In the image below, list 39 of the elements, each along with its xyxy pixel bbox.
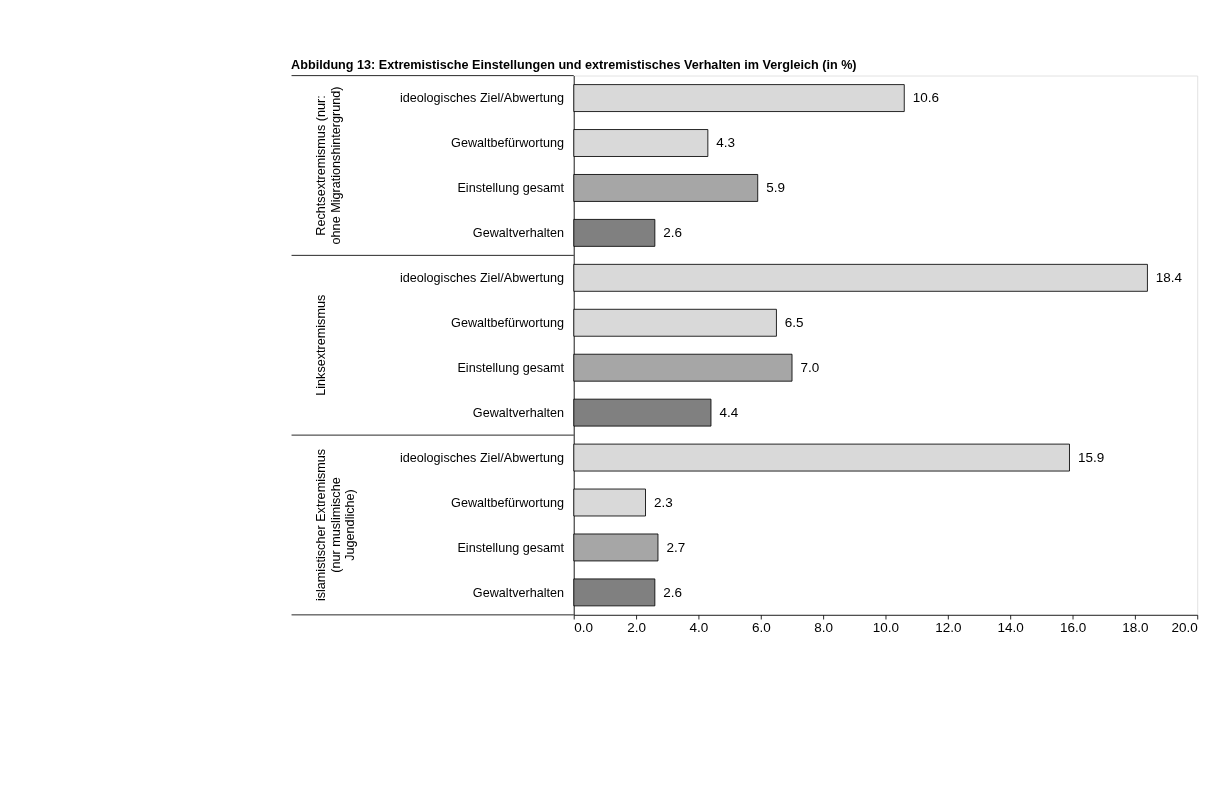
data-label: 18.4 (1155, 270, 1183, 286)
data-label: 5.9 (766, 180, 785, 196)
text: Rechtsextremismus (nur: ohne Migrationshintergrund) (314, 86, 343, 245)
x-tick-label: 20.0 (1171, 620, 1198, 636)
y-tick-label: Einstellung gesamt (457, 540, 565, 555)
y-tick-label: Gewaltbefürwortung (451, 136, 565, 151)
y-tick-label: ideologisches Ziel/Abwertung (399, 91, 565, 106)
x-tick-label: 16.0 (1059, 620, 1087, 636)
x-tick-label: 12.0 (935, 620, 962, 636)
y-tick-label: Gewaltverhalten (472, 226, 565, 241)
data-label: 2.3 (653, 494, 673, 510)
data-label: 4.4 (719, 404, 739, 420)
x-tick-label: 4.0 (689, 620, 709, 636)
x-tick-label: 6.0 (751, 620, 771, 636)
data-label: 7.0 (800, 359, 820, 375)
y-tick-label: Gewaltverhalten (472, 405, 565, 420)
x-tick-label: 14.0 (997, 620, 1024, 636)
data-label: 15.9 (1077, 449, 1105, 465)
x-tick-label: 10.0 (872, 620, 900, 636)
data-label: 10.6 (912, 90, 939, 106)
y-tick-label: Einstellung gesamt (457, 360, 565, 375)
y-tick-label: Gewaltbefürwortung (451, 495, 565, 510)
data-label: 6.5 (784, 314, 804, 330)
y-tick-label: Einstellung gesamt (457, 181, 565, 196)
y-tick-label: Gewaltbefürwortung (451, 315, 565, 330)
data-label: 2.7 (666, 539, 686, 555)
data-label: 4.3 (716, 135, 736, 151)
x-tick-label: 8.0 (814, 620, 833, 636)
text: Linksextremismus (314, 294, 329, 396)
x-tick-label: 2.0 (627, 620, 646, 636)
x-tick-label: 0.0 (574, 620, 593, 636)
y-tick-label: ideologisches Ziel/Abwertung (399, 450, 565, 465)
data-label: 2.6 (663, 584, 683, 600)
y-tick-label: Gewaltverhalten (472, 585, 565, 600)
chart-title: Abbildung 13: Extremistische Einstellungen und extremistisches Verhalten im Vergleich (in %) (291, 58, 857, 73)
x-tick-label: 18.0 (1122, 620, 1149, 636)
text: islamistischer Extremismus (nur muslimische Jugendliche) (314, 448, 357, 602)
data-label: 2.6 (663, 225, 683, 241)
y-tick-label: ideologisches Ziel/Abwertung (399, 271, 565, 286)
